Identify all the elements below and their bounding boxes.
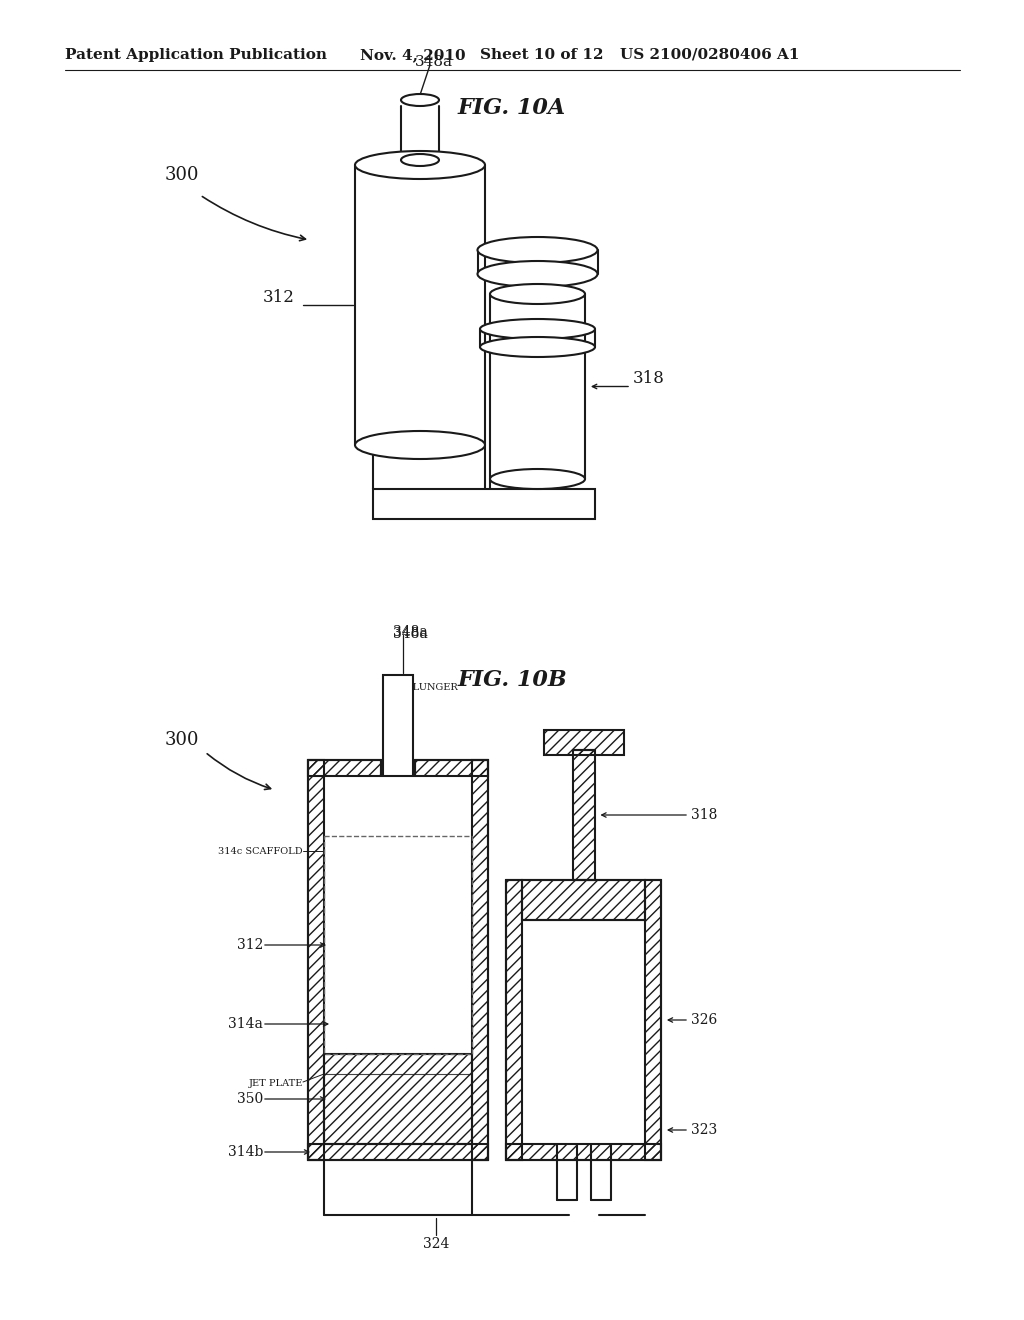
Bar xyxy=(308,760,324,1160)
Text: PLUNGER: PLUNGER xyxy=(406,682,458,692)
Text: 314c SCAFFOLD: 314c SCAFFOLD xyxy=(218,846,303,855)
Bar xyxy=(383,675,413,776)
Ellipse shape xyxy=(480,337,595,356)
Ellipse shape xyxy=(355,432,485,459)
Bar xyxy=(324,836,472,1053)
Text: 312: 312 xyxy=(237,939,263,952)
Text: 300: 300 xyxy=(165,166,200,183)
Text: US 2100/0280406 A1: US 2100/0280406 A1 xyxy=(620,48,800,62)
Text: Sheet 10 of 12: Sheet 10 of 12 xyxy=(480,48,603,62)
Bar xyxy=(308,1144,488,1160)
Text: 350: 350 xyxy=(237,1092,263,1106)
Text: 348a: 348a xyxy=(415,55,453,69)
Bar xyxy=(415,760,488,776)
Text: 326: 326 xyxy=(691,1012,717,1027)
Text: 300: 300 xyxy=(165,731,200,748)
Text: Nov. 4, 2010: Nov. 4, 2010 xyxy=(360,48,466,62)
Text: 348a: 348a xyxy=(393,624,428,639)
Ellipse shape xyxy=(480,319,595,339)
Bar xyxy=(506,880,522,1160)
Text: Patent Application Publication: Patent Application Publication xyxy=(65,48,327,62)
Ellipse shape xyxy=(355,150,485,180)
Bar xyxy=(645,880,662,1160)
Ellipse shape xyxy=(477,238,597,263)
Text: 314b: 314b xyxy=(227,1144,263,1159)
Ellipse shape xyxy=(401,94,439,106)
Bar xyxy=(544,730,624,755)
Text: 323: 323 xyxy=(691,1123,717,1137)
Text: JET PLATE: JET PLATE xyxy=(249,1078,303,1088)
Ellipse shape xyxy=(490,469,585,488)
Bar xyxy=(506,1144,662,1160)
Polygon shape xyxy=(373,488,595,519)
Bar xyxy=(308,760,381,776)
Ellipse shape xyxy=(401,154,439,166)
Text: 318: 318 xyxy=(633,370,665,387)
Ellipse shape xyxy=(490,284,585,304)
Text: 318: 318 xyxy=(691,808,718,822)
Bar xyxy=(572,750,595,880)
Ellipse shape xyxy=(477,261,597,286)
Text: 324: 324 xyxy=(423,1237,450,1251)
Text: FIG. 10B: FIG. 10B xyxy=(457,669,567,690)
Bar xyxy=(324,1053,472,1144)
Bar xyxy=(522,880,645,920)
Text: 312: 312 xyxy=(263,289,295,305)
Text: FIG. 10A: FIG. 10A xyxy=(458,96,566,119)
Bar xyxy=(472,760,488,1160)
Text: 348a: 348a xyxy=(393,627,428,642)
Text: 314a: 314a xyxy=(228,1016,263,1031)
